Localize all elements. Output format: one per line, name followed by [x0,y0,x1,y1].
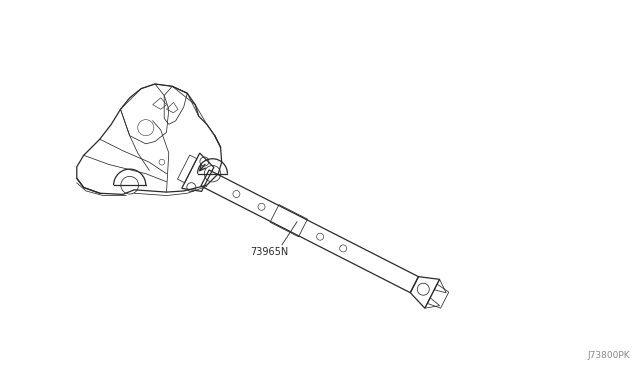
Text: 73965N: 73965N [250,247,288,257]
Text: J73800PK: J73800PK [588,351,630,360]
